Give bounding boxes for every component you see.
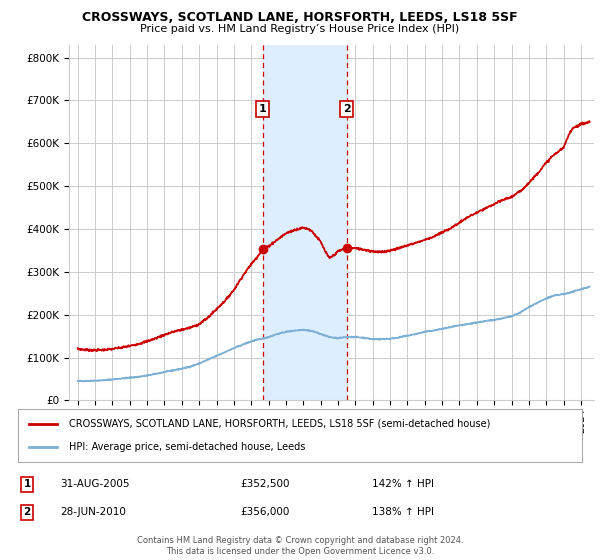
Text: Contains HM Land Registry data © Crown copyright and database right 2024.
This d: Contains HM Land Registry data © Crown c…: [137, 536, 463, 556]
Bar: [263, 45, 347, 400]
Text: 31-AUG-2005: 31-AUG-2005: [60, 479, 130, 489]
Text: 138% ↑ HPI: 138% ↑ HPI: [372, 507, 434, 517]
Text: CROSSWAYS, SCOTLAND LANE, HORSFORTH, LEEDS, LS18 5SF: CROSSWAYS, SCOTLAND LANE, HORSFORTH, LEE…: [82, 11, 518, 24]
Text: CROSSWAYS, SCOTLAND LANE, HORSFORTH, LEEDS, LS18 5SF (semi-detached house): CROSSWAYS, SCOTLAND LANE, HORSFORTH, LEE…: [69, 419, 490, 429]
Text: 2: 2: [343, 104, 350, 114]
Text: 28-JUN-2010: 28-JUN-2010: [60, 507, 126, 517]
Text: Price paid vs. HM Land Registry’s House Price Index (HPI): Price paid vs. HM Land Registry’s House …: [140, 24, 460, 34]
Text: HPI: Average price, semi-detached house, Leeds: HPI: Average price, semi-detached house,…: [69, 442, 305, 452]
Text: £352,500: £352,500: [240, 479, 290, 489]
Text: 1: 1: [259, 104, 266, 114]
Text: 1: 1: [23, 479, 31, 489]
Text: £356,000: £356,000: [240, 507, 289, 517]
Text: 2: 2: [23, 507, 31, 517]
Text: 142% ↑ HPI: 142% ↑ HPI: [372, 479, 434, 489]
